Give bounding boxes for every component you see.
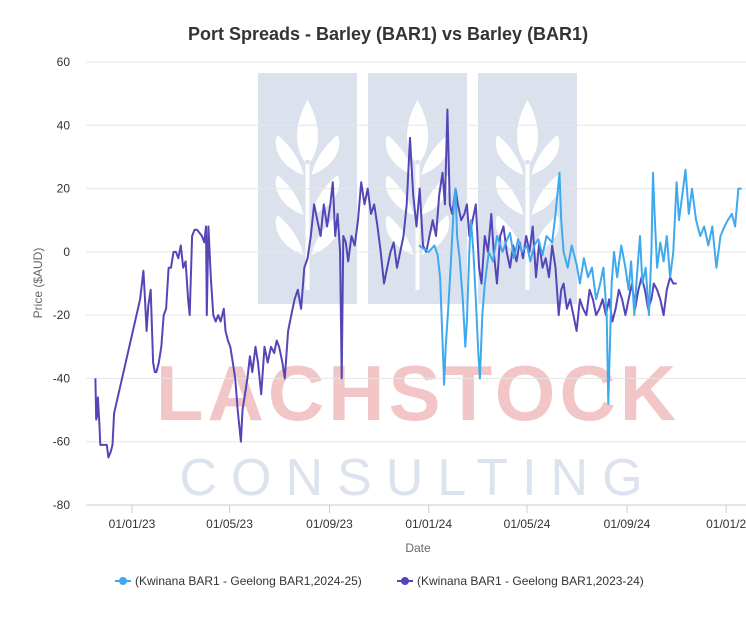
legend-item-series2[interactable]: (Kwinana BAR1 - Geelong BAR1,2023-24) — [397, 574, 644, 588]
y-tick-label: -60 — [53, 435, 71, 449]
y-tick-label: 60 — [57, 55, 71, 69]
gridlines — [86, 61, 746, 443]
wheat-icon — [275, 100, 340, 290]
x-axis-label: Date — [405, 541, 431, 555]
x-tick-label: 01/09/24 — [604, 517, 651, 531]
y-axis-ticks: -80 -60 -40 -20 0 20 40 60 — [53, 55, 71, 512]
x-tick-label: 01/05/24 — [504, 517, 551, 531]
watermark-line2: CONSULTING — [179, 449, 656, 507]
legend-series2-label: (Kwinana BAR1 - Geelong BAR1,2023-24) — [417, 574, 644, 588]
series-line-2 — [94, 108, 677, 459]
x-tick-label: 01/01/24 — [405, 517, 452, 531]
legend: (Kwinana BAR1 - Geelong BAR1,2024-25) (K… — [115, 574, 644, 588]
x-tick-label: 01/09/23 — [306, 517, 353, 531]
y-tick-label: -40 — [53, 371, 71, 385]
y-tick-label: -80 — [53, 498, 71, 512]
series-line-1 — [418, 168, 742, 405]
y-tick-label: 0 — [63, 245, 70, 259]
y-tick-label: 20 — [57, 182, 71, 196]
legend-series1-marker — [119, 577, 127, 585]
y-tick-label: 40 — [57, 118, 71, 132]
series-layer — [94, 108, 742, 459]
x-tick-label: 01/05/23 — [206, 517, 253, 531]
legend-series2-marker — [401, 577, 409, 585]
legend-series1-label: (Kwinana BAR1 - Geelong BAR1,2024-25) — [135, 574, 362, 588]
x-tick-label: 01/01/2 — [706, 517, 746, 531]
x-tick-label: 01/01/23 — [109, 517, 156, 531]
legend-item-series1[interactable]: (Kwinana BAR1 - Geelong BAR1,2024-25) — [115, 574, 362, 588]
y-tick-label: -20 — [53, 308, 71, 322]
x-axis-ticks: 01/01/23 01/05/23 01/09/23 01/01/24 01/05/24… — [109, 505, 746, 531]
y-axis-label: Price ($AUD) — [31, 248, 45, 319]
chart-title: Port Spreads - Barley (BAR1) vs Barley (… — [188, 24, 588, 44]
watermark-line1: LACHSTOCK — [156, 349, 680, 437]
